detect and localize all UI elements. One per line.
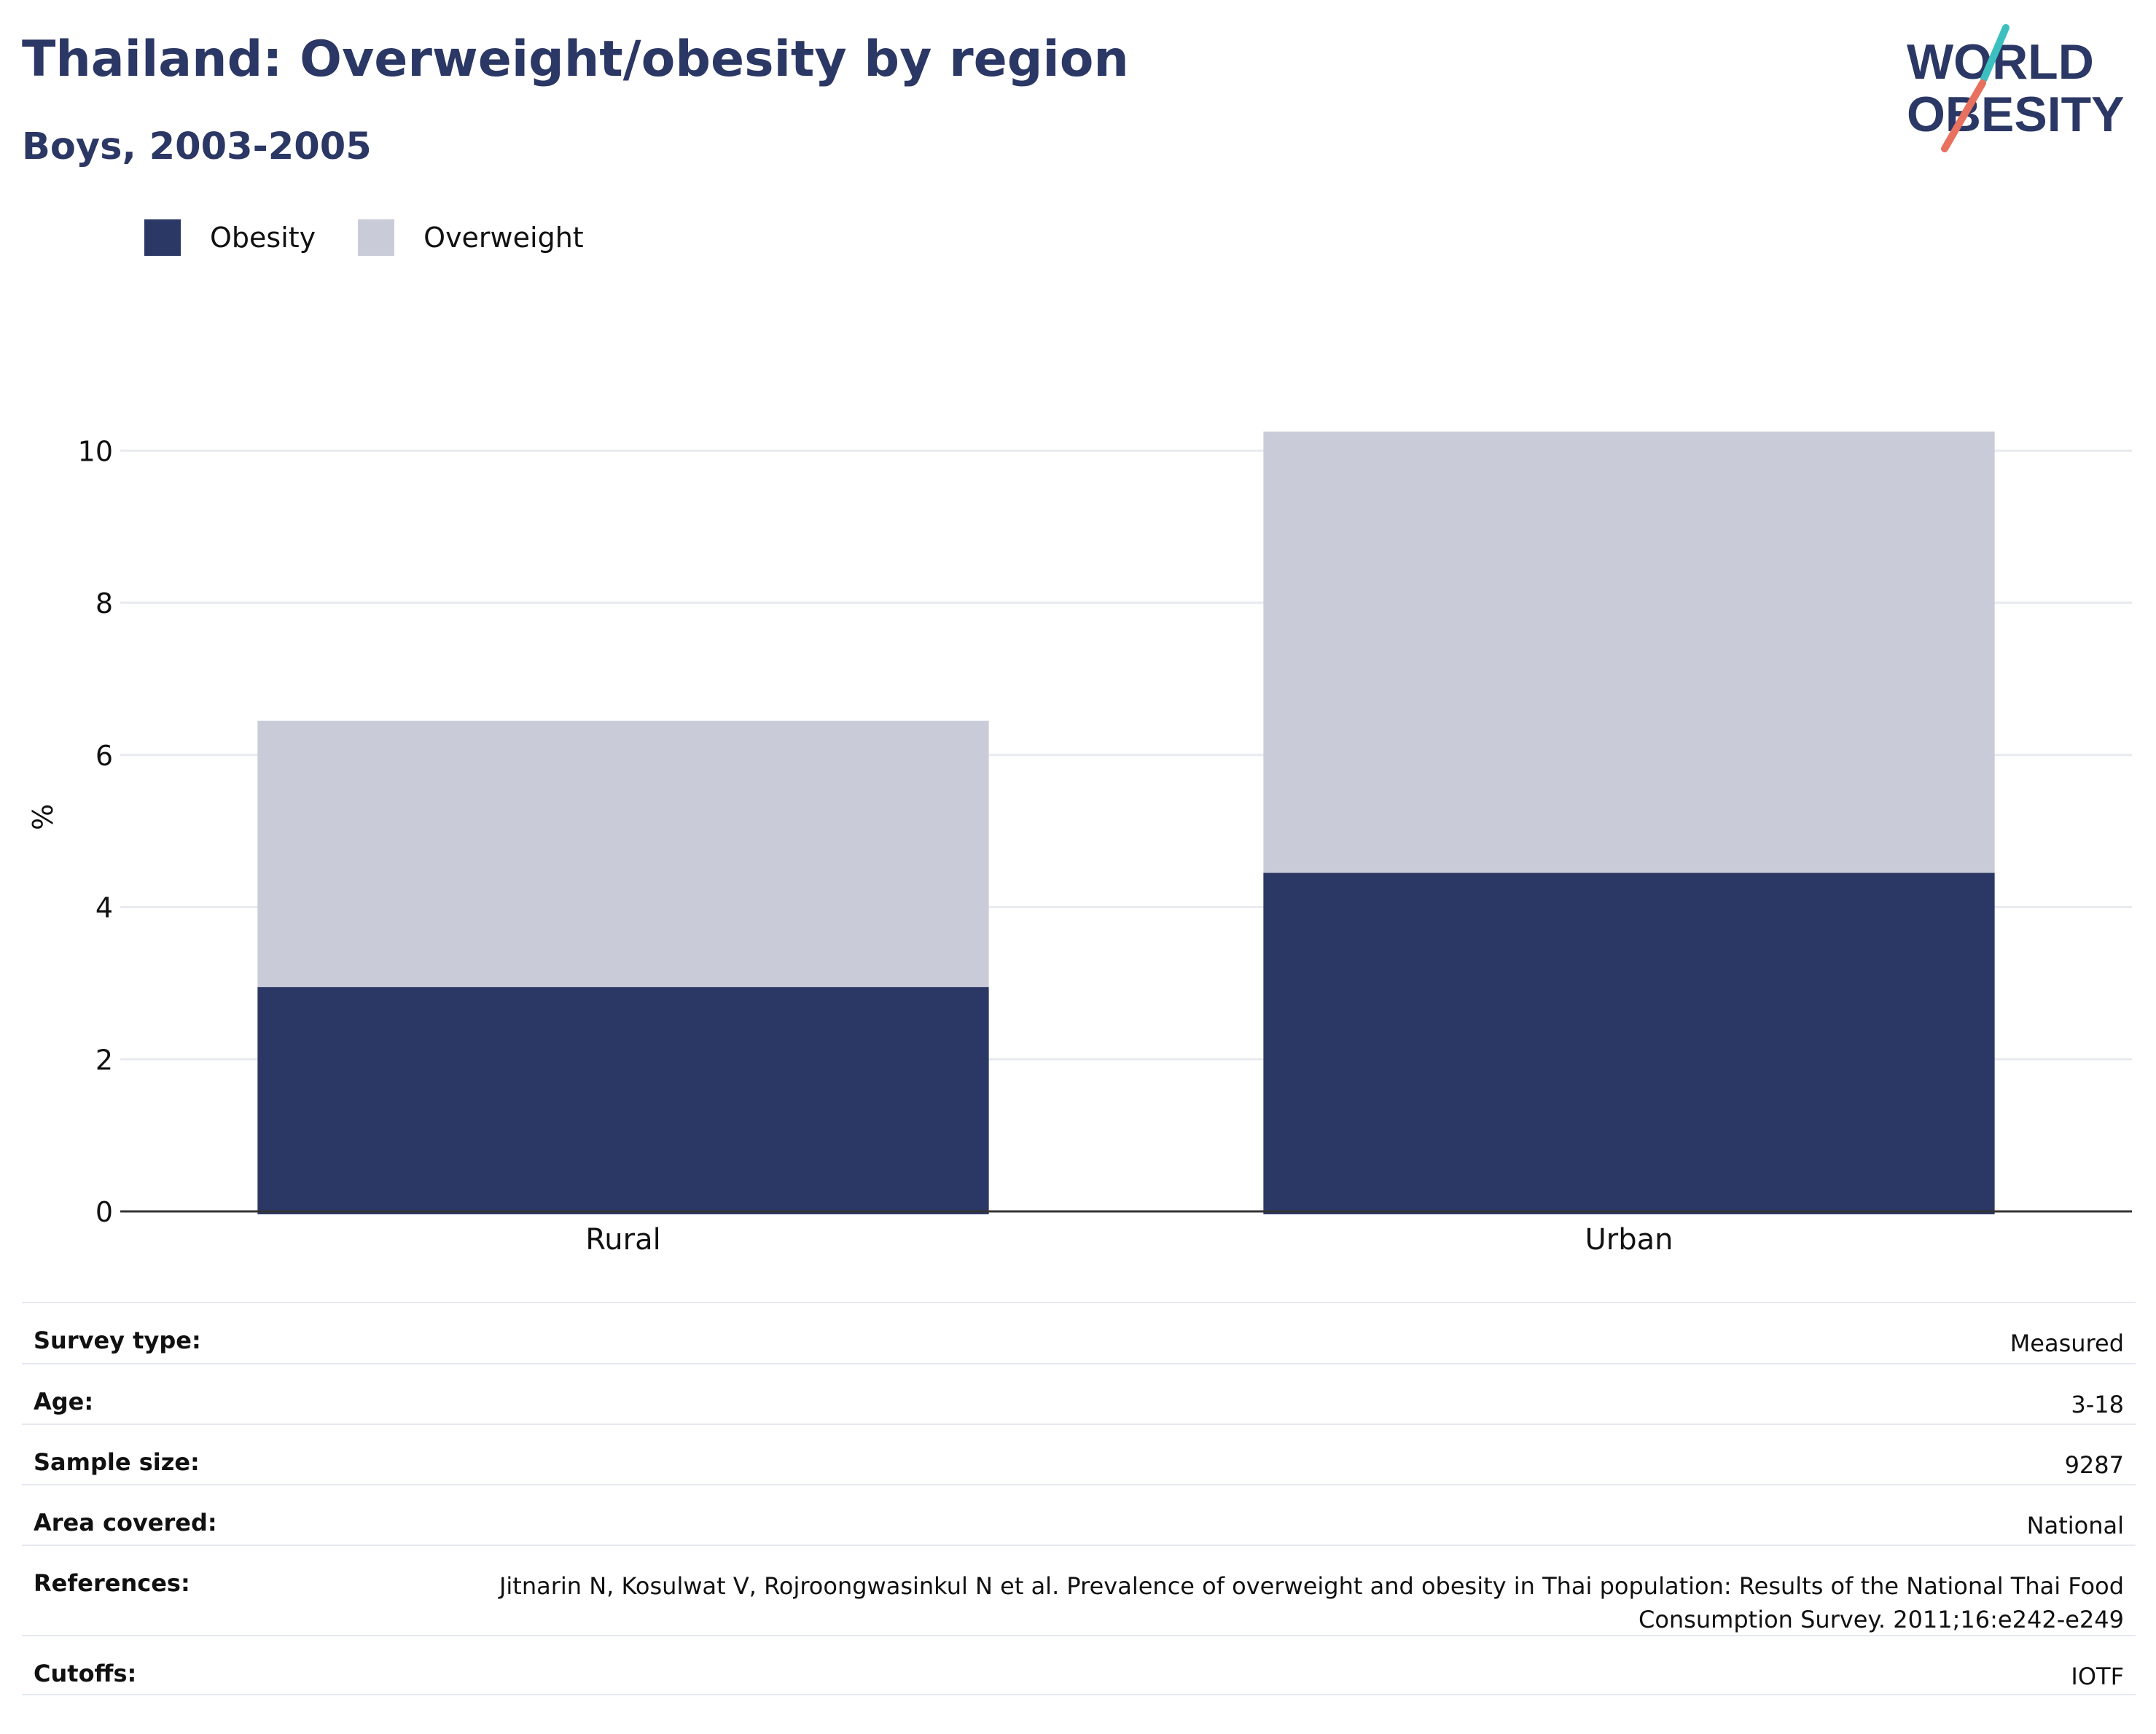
x-tick-label: Urban [1585, 1223, 1673, 1257]
stacked-bar-chart: 0 2 4 6 8 10% Rural Urban [27, 431, 2132, 1257]
info-row-sample-size: Sample size: 9287 [22, 1423, 2136, 1484]
bar-overweight-rural [257, 720, 989, 988]
legend-item-obesity[interactable]: Obesity [144, 219, 316, 256]
bar-overweight-urban [1263, 431, 1995, 873]
legend-swatch-overweight [358, 219, 395, 256]
chart-title: Thailand: Overweight/obesity by region [22, 31, 1129, 88]
legend-item-overweight[interactable]: Overweight [358, 219, 584, 256]
info-value: Measured [2009, 1329, 2124, 1357]
y-tick-label: 10 [78, 435, 113, 467]
y-tick-label: 8 [95, 587, 113, 620]
logo-line-2: OBESITY [1907, 87, 2125, 142]
info-row-references: References: Jitnarin N, Kosulwat V, Rojr… [22, 1544, 2136, 1635]
info-value: 3-18 [2071, 1391, 2124, 1418]
x-tick-label: Rural [585, 1223, 660, 1257]
legend: Obesity Overweight [144, 217, 626, 258]
info-value: Jitnarin N, Kosulwat V, Rojroongwasinkul… [499, 1572, 2124, 1633]
info-row-survey-type: Survey type: Measured [22, 1302, 2136, 1363]
info-value: National [2026, 1512, 2124, 1539]
chart-subtitle: Boys, 2003-2005 [22, 125, 372, 168]
y-tick-label: 0 [95, 1196, 113, 1228]
y-axis-label: % [27, 804, 59, 830]
bar-obesity-urban [1263, 872, 1995, 1214]
y-tick-label: 6 [95, 740, 113, 772]
info-key: References: [34, 1569, 190, 1597]
info-key: Area covered: [34, 1509, 217, 1536]
logo-slash-teal [1980, 24, 2009, 82]
world-obesity-logo: WORLD OBESITY [1907, 24, 2125, 152]
info-key: Sample size: [34, 1448, 200, 1476]
info-row-area-covered: Area covered: National [22, 1484, 2136, 1544]
info-key: Age: [34, 1388, 94, 1415]
info-value: IOTF [2071, 1663, 2124, 1690]
info-row-age: Age: 3-18 [22, 1363, 2136, 1423]
logo-slash-coral [1941, 79, 1986, 152]
bar-obesity-rural [257, 987, 989, 1214]
info-key: Survey type: [34, 1327, 201, 1354]
legend-label-overweight: Overweight [423, 222, 584, 254]
info-row-cutoffs: Cutoffs: IOTF [22, 1635, 2136, 1695]
info-key: Cutoffs: [34, 1660, 137, 1687]
survey-info-table: Survey type: Measured Age: 3-18 Sample s… [22, 1302, 2136, 1695]
info-value: 9287 [2064, 1451, 2124, 1479]
legend-swatch-obesity [144, 219, 181, 256]
y-tick-label: 2 [95, 1044, 113, 1076]
legend-label-obesity: Obesity [210, 222, 316, 254]
y-tick-label: 4 [95, 892, 113, 924]
